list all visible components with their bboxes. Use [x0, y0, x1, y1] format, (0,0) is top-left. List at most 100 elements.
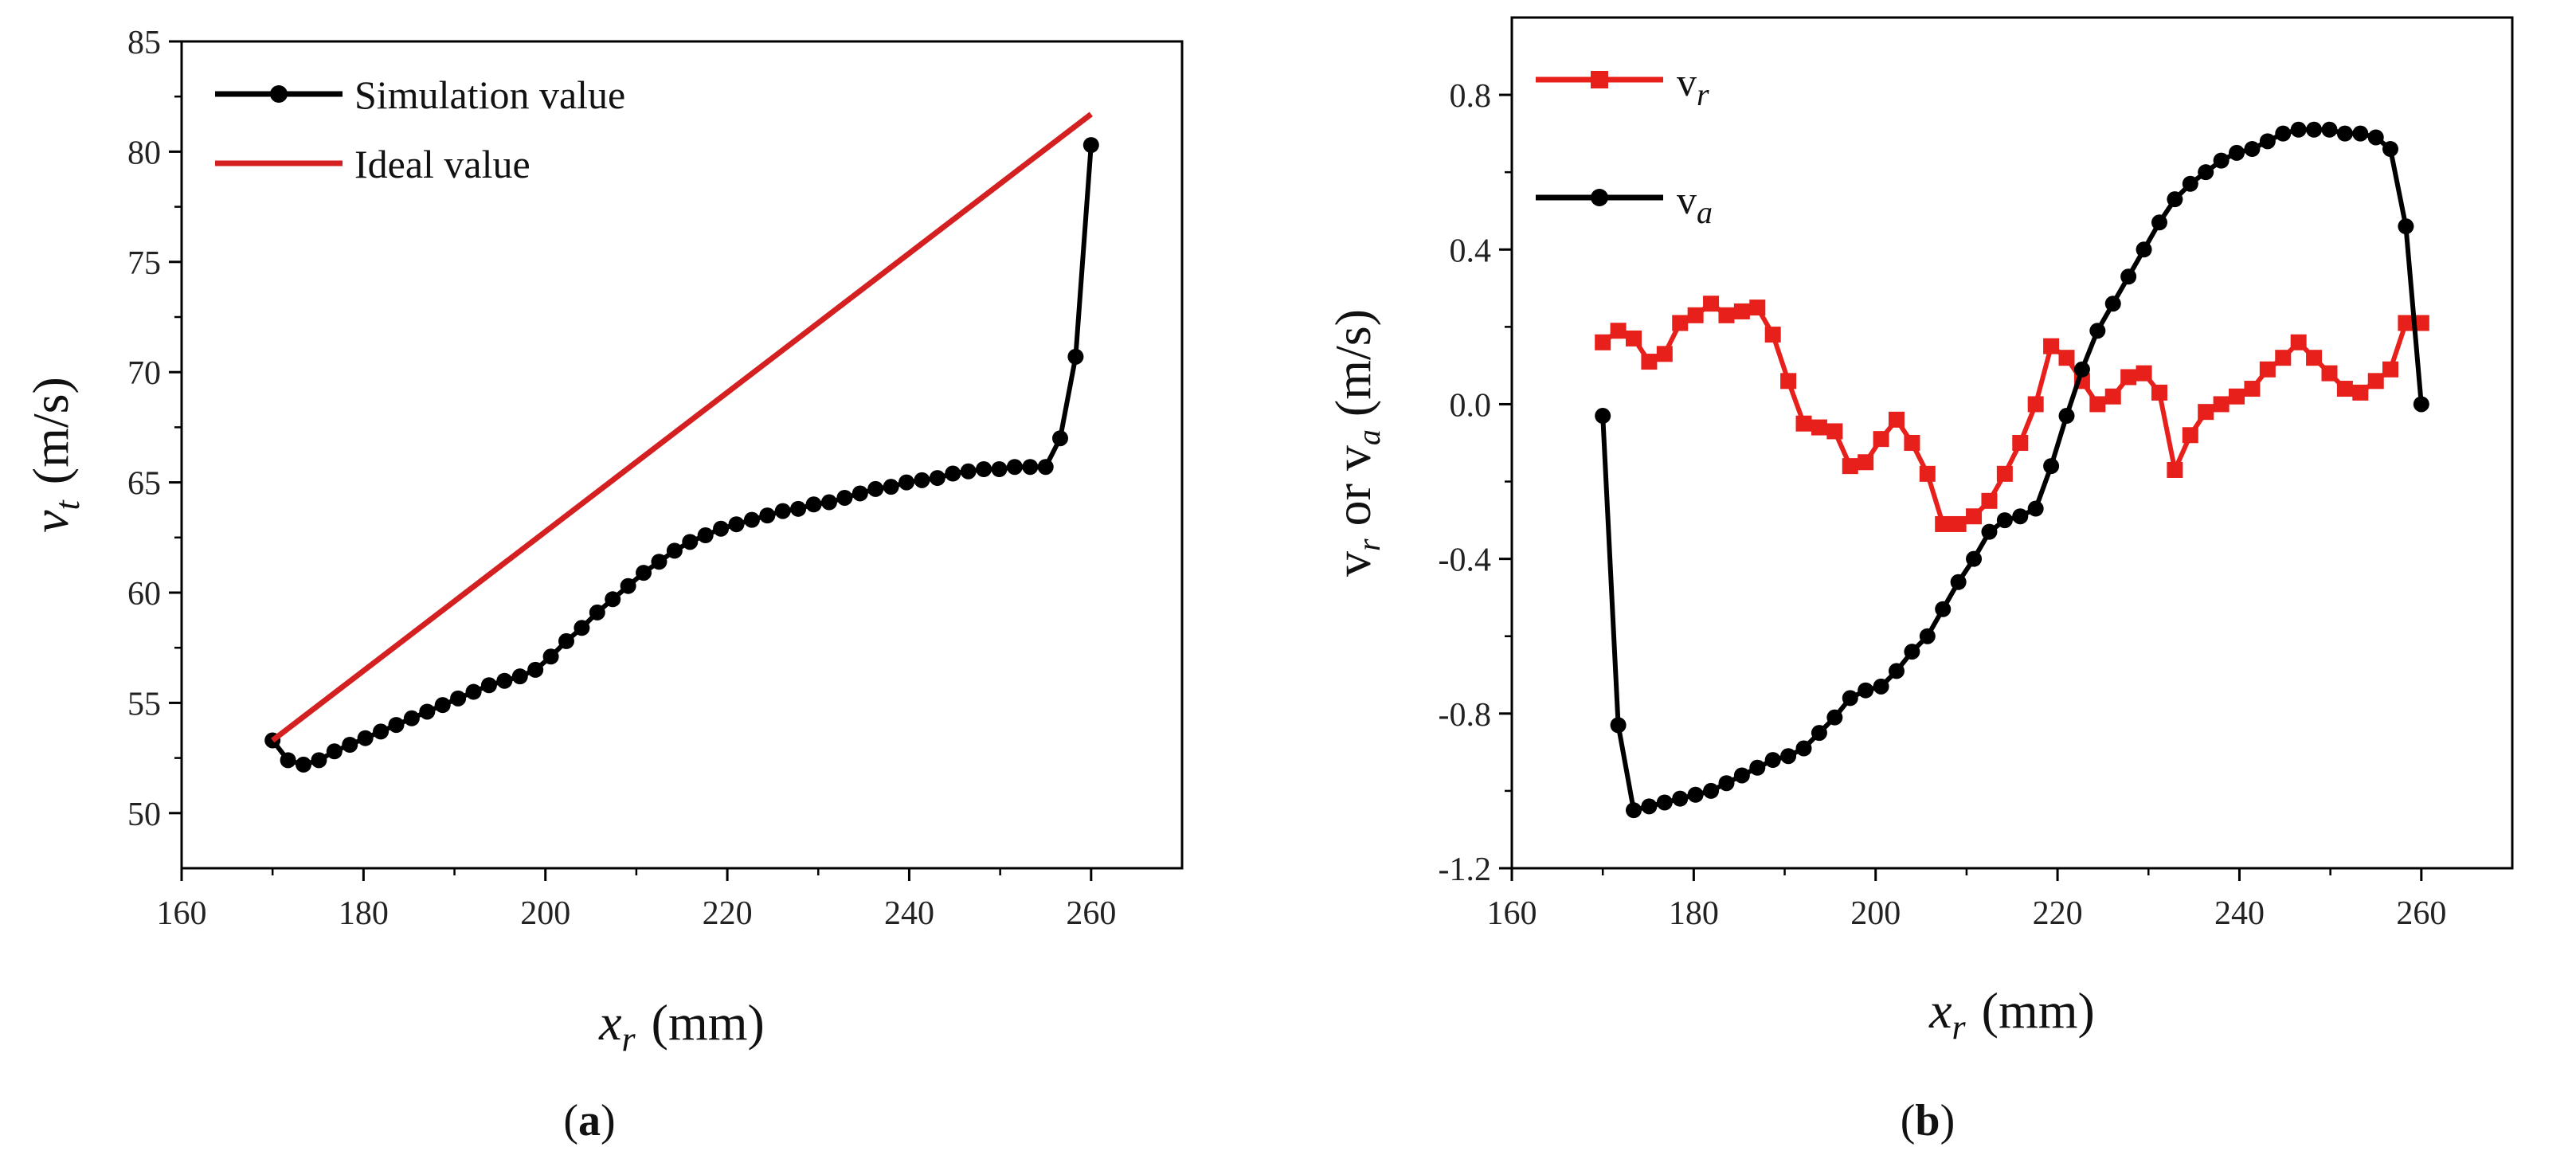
data-point-simulation-value — [311, 752, 327, 769]
data-point-v-a — [1733, 767, 1750, 784]
data-point-v-r — [1966, 508, 1983, 525]
data-point-simulation-value — [419, 703, 436, 720]
data-point-simulation-value — [991, 460, 1008, 477]
data-point-v-r — [1749, 299, 1766, 316]
data-point-v-a — [2382, 141, 2398, 158]
data-point-v-r — [2229, 388, 2245, 405]
data-point-simulation-value — [898, 474, 915, 491]
data-point-simulation-value — [883, 479, 899, 495]
data-point-v-r — [1950, 515, 1967, 532]
data-point-v-a — [2352, 125, 2369, 142]
data-point-v-a — [1888, 663, 1905, 679]
data-point-v-r — [1888, 411, 1905, 428]
data-point-simulation-value — [867, 480, 884, 497]
x-tick-label: 200 — [520, 895, 570, 932]
x-tick-label: 160 — [1487, 895, 1537, 932]
panel-a-x-sub: r — [622, 1020, 636, 1059]
data-point-v-a — [1826, 709, 1843, 726]
series-line-ideal-value — [271, 112, 1093, 743]
data-point-v-r — [2367, 373, 2384, 390]
x-tick-label: 260 — [2396, 895, 2446, 932]
data-point-v-a — [2198, 164, 2214, 181]
data-point-v-r — [2058, 350, 2075, 366]
legend-label-simulation: Simulation value — [354, 72, 625, 117]
data-point-simulation-value — [759, 507, 776, 524]
data-point-v-a — [2104, 296, 2121, 312]
legend-label-va: va — [1677, 178, 1713, 230]
panel-a-legend: Simulation value Ideal value — [215, 72, 625, 186]
panel-b-legend: vr va — [1536, 60, 1713, 230]
data-point-simulation-value — [1051, 430, 1068, 447]
data-point-v-a — [1842, 690, 1858, 707]
x-tick-label: 180 — [339, 895, 389, 932]
y-tick-label: 60 — [127, 576, 161, 613]
data-point-simulation-value — [558, 632, 574, 649]
y-tick-label: -1.2 — [1439, 852, 1492, 888]
data-point-simulation-value — [929, 470, 945, 487]
data-point-simulation-value — [1037, 459, 1054, 476]
x-tick-label: 240 — [2214, 895, 2265, 932]
data-point-simulation-value — [728, 516, 745, 533]
panel-b-x-var: x — [1928, 982, 1952, 1039]
data-point-v-r — [2306, 350, 2323, 366]
data-point-v-r — [1595, 334, 1611, 350]
data-point-simulation-value — [434, 697, 451, 714]
data-point-v-a — [2244, 141, 2261, 158]
data-point-v-r — [1672, 315, 1689, 331]
data-point-v-a — [1795, 740, 1812, 757]
data-point-simulation-value — [682, 534, 699, 550]
data-point-simulation-value — [1082, 137, 1099, 154]
data-point-simulation-value — [480, 677, 497, 694]
panel-b-x-sub: r — [1952, 1008, 1967, 1047]
data-point-v-a — [2089, 323, 2106, 339]
data-point-v-a — [1749, 759, 1766, 776]
data-point-simulation-value — [1067, 348, 1084, 365]
data-point-v-r — [1656, 346, 1673, 362]
data-point-v-r — [1811, 419, 1827, 436]
panel-b-y-mid: or — [1325, 471, 1381, 538]
data-point-simulation-value — [1006, 459, 1023, 476]
data-point-v-r — [1904, 435, 1920, 451]
panel-a-x-unit: (mm) — [652, 994, 765, 1051]
data-point-v-r — [2198, 404, 2214, 421]
data-point-v-r — [2259, 361, 2276, 378]
legend-label-vr: vr — [1677, 60, 1709, 112]
data-point-simulation-value — [774, 503, 791, 519]
panel-b-y-unit: (m/s) — [1325, 309, 1381, 429]
data-point-simulation-value — [388, 717, 405, 734]
panel-b-x-axis-label: xr (mm) — [1928, 982, 2095, 1047]
data-point-v-r — [2213, 396, 2230, 413]
data-point-v-a — [2413, 396, 2429, 413]
panel-b-y-s2: a — [1351, 429, 1387, 445]
data-point-simulation-value — [605, 591, 621, 608]
data-point-simulation-value — [743, 511, 760, 528]
data-point-v-a — [2275, 125, 2292, 142]
data-point-v-r — [1826, 423, 1843, 440]
data-point-simulation-value — [280, 752, 296, 769]
y-tick-label: 65 — [127, 466, 161, 503]
data-point-v-r — [2321, 365, 2338, 382]
data-point-v-a — [2259, 133, 2276, 150]
data-point-v-a — [1672, 790, 1689, 807]
data-point-simulation-value — [914, 472, 930, 488]
data-point-v-a — [2336, 125, 2353, 142]
data-point-v-a — [1919, 628, 1936, 644]
data-point-v-a — [1950, 574, 1967, 590]
data-point-simulation-value — [620, 577, 636, 594]
data-point-v-r — [2167, 461, 2183, 478]
data-point-v-a — [1718, 775, 1735, 792]
data-point-v-r — [2382, 361, 2398, 378]
data-point-v-r — [2275, 350, 2292, 366]
panel-a-y-var: v — [22, 510, 79, 533]
data-point-v-r — [1873, 431, 1889, 448]
data-point-simulation-value — [790, 500, 807, 517]
legend-marker-va — [1591, 189, 1608, 206]
data-point-simulation-value — [357, 730, 374, 746]
legend-vr-var: v — [1677, 60, 1697, 104]
data-point-v-r — [2290, 334, 2307, 350]
data-point-simulation-value — [373, 723, 390, 740]
data-point-v-a — [1966, 550, 1983, 567]
data-point-v-a — [2182, 175, 2198, 192]
data-point-v-a — [2290, 121, 2307, 138]
data-point-v-r — [1718, 307, 1735, 323]
